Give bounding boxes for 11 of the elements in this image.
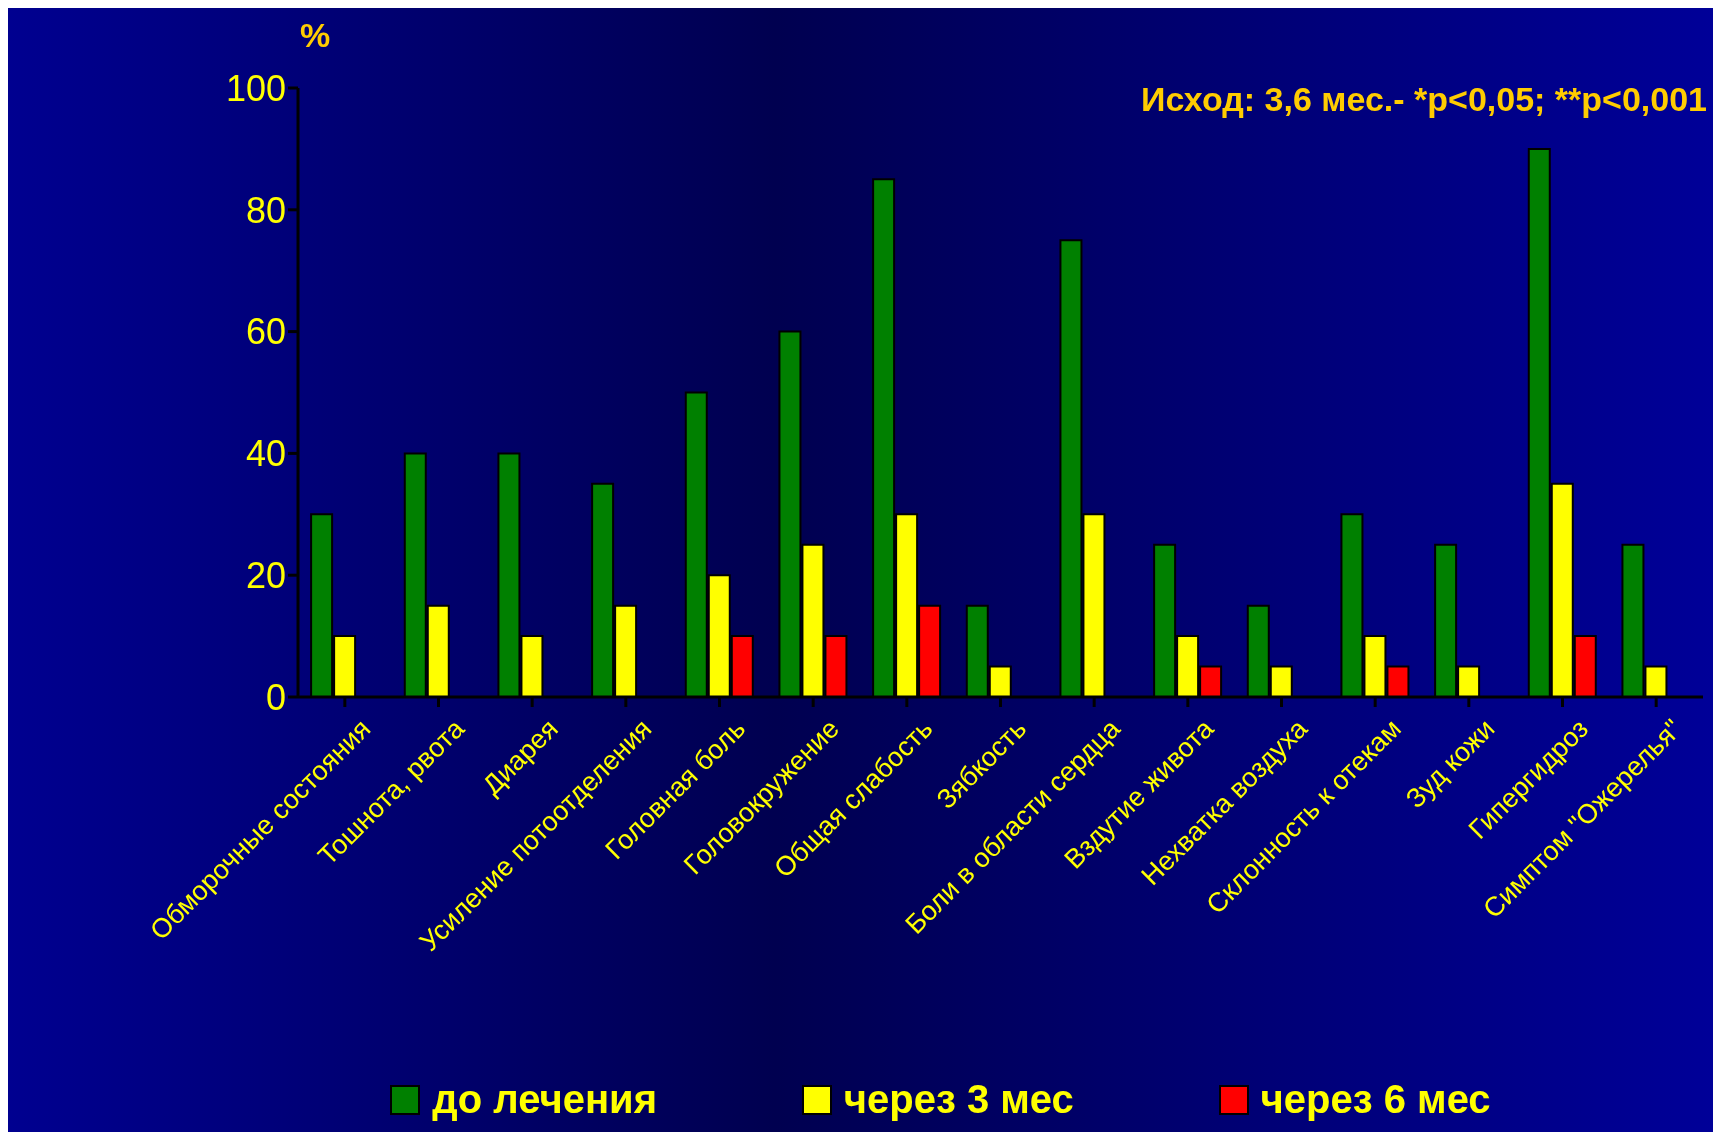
legend-label: через 3 мес [843, 1077, 1074, 1122]
y-tick-label: 80 [245, 189, 286, 231]
legend-label: до лечения [432, 1077, 657, 1122]
legend-label: через 6 мес [1260, 1077, 1491, 1122]
y-axis-title: % [300, 16, 331, 55]
y-tick-label: 60 [245, 311, 286, 353]
y-tick-label: 0 [265, 676, 286, 718]
y-tick-label: 20 [245, 554, 286, 596]
annotation: Исход: 3,6 мес.- *р<0,05; **р<0,001 [1140, 80, 1707, 119]
y-tick-label: 100 [225, 67, 286, 109]
y-tick-label: 40 [245, 433, 286, 475]
